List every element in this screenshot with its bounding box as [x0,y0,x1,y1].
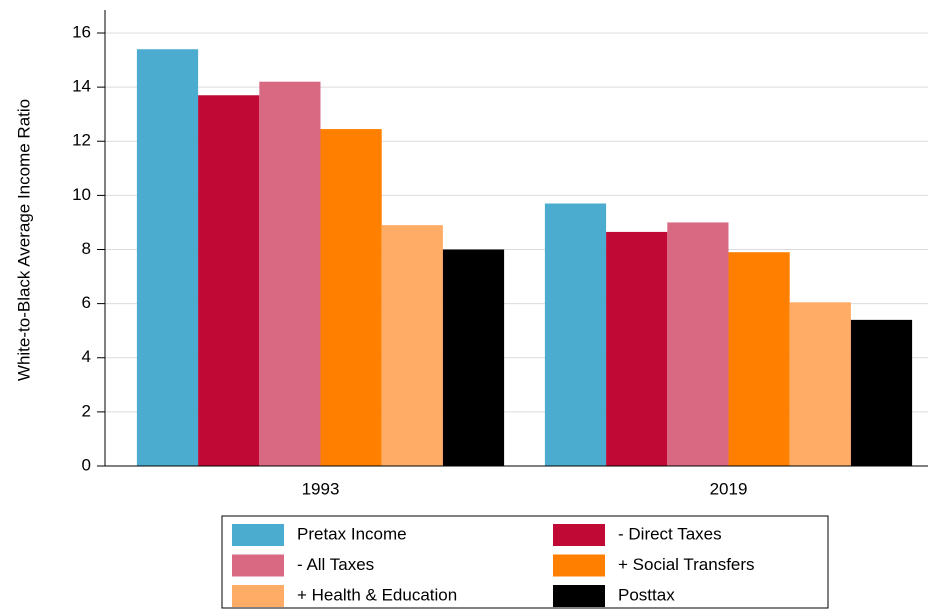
y-tick-label: 6 [82,293,91,312]
y-tick-label: 14 [72,77,91,96]
bar [320,129,382,466]
bar [259,81,321,466]
y-tick-label: 8 [82,239,91,258]
legend-box [221,515,829,609]
legend-swatch [232,524,284,546]
y-axis-label: White-to-Black Average Income Ratio [14,99,33,381]
bar [442,249,505,466]
legend-swatch [553,554,605,577]
legend-label: + Social Transfers [618,555,755,574]
x-tick-label: 2019 [710,479,748,498]
y-tick-label: 0 [82,455,91,474]
bar [544,203,607,466]
legend-label: Pretax Income [297,524,407,543]
legend-label: Posttax [618,585,675,604]
legend-label: - All Taxes [297,555,374,574]
legend-swatch [553,524,605,546]
bar [850,319,913,466]
bar [789,302,851,466]
bar [728,252,790,466]
legend-swatch [232,585,284,607]
bar [198,95,260,467]
y-tick-label: 16 [72,22,91,41]
legend-swatch [232,554,284,577]
bar [381,225,443,466]
x-tick-label: 1993 [302,479,340,498]
legend-label: + Health & Education [297,585,457,604]
bar [136,49,199,466]
bar [667,222,729,466]
y-tick-label: 2 [82,401,91,420]
y-tick-label: 4 [82,347,91,366]
y-tick-label: 12 [72,131,91,150]
y-tick-label: 10 [72,185,91,204]
legend-swatch [553,585,605,607]
bar [606,231,668,466]
legend-label: - Direct Taxes [618,524,722,543]
